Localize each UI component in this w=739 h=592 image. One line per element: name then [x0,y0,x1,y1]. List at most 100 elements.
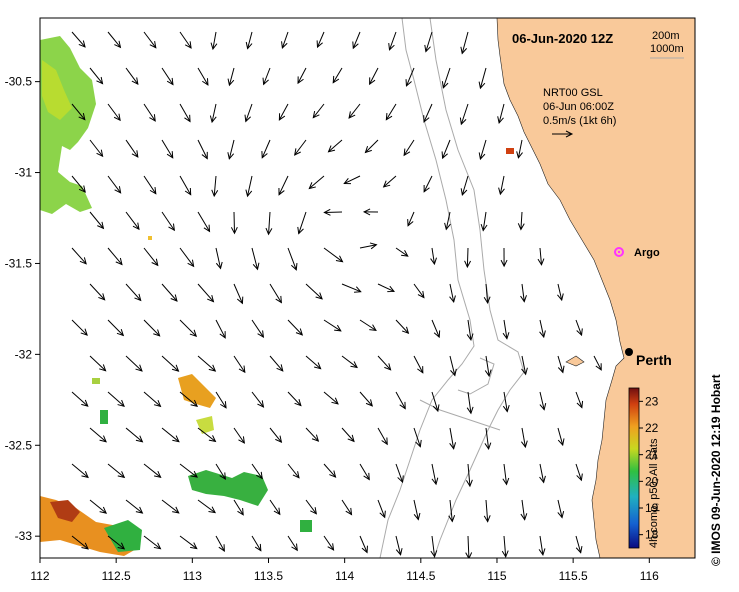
arrow-legend-scale: 0.5m/s (1kt 6h) [543,115,616,127]
x-tick-label: 113 [183,569,202,583]
current-arrow [431,319,441,339]
current-arrow [359,319,377,331]
current-arrow [197,139,208,160]
current-arrow [125,427,144,443]
current-arrow [405,67,415,87]
current-arrow [143,391,162,408]
current-arrow [403,139,415,157]
colorbar-ticks: 23 22 21 20 19 18 [639,394,659,542]
current-arrow [343,175,361,185]
current-arrow [449,355,457,377]
current-arrow [517,211,525,231]
current-arrow [125,355,143,372]
current-arrow [323,535,335,551]
current-arrow [161,427,180,443]
current-arrow [278,175,289,196]
current-arrow [593,355,602,371]
current-arrow [251,319,265,338]
x-axis: 112 112.5 113 113.5 114 114.5 115 115.5 116 [30,558,659,583]
current-arrow [484,427,492,451]
current-arrow [364,139,379,154]
current-arrow [323,319,342,332]
current-arrow [71,535,89,550]
plot-area [40,18,695,558]
argo-label: Argo [634,247,660,259]
current-arrow [464,247,472,269]
current-arrow [575,463,583,482]
current-arrow [341,355,358,369]
current-arrow [430,247,437,266]
current-arrow [395,247,409,257]
current-arrow [430,535,438,558]
current-arrow [251,535,262,552]
perth-label: Perth [636,352,672,368]
current-arrow [233,427,245,444]
current-arrow [125,283,142,302]
x-tick-label: 112.5 [102,569,131,583]
x-tick-label: 115 [487,569,506,583]
sst-patch-northwest-inner [42,60,72,120]
current-arrow [520,427,528,449]
current-arrow [269,355,284,372]
current-arrow [521,355,528,376]
x-tick-label: 114 [335,569,354,583]
y-tick-label: -32.5 [5,438,33,452]
current-arrow [501,535,509,558]
current-arrow [316,31,325,49]
current-arrow [388,31,397,51]
sst-patches [40,36,514,556]
current-arrow [575,319,583,337]
current-arrow [179,535,198,550]
colorbar-tick-label: 18 [645,528,659,542]
current-arrow [377,427,388,446]
x-tick-label: 115.5 [559,569,588,583]
current-arrow [209,103,217,124]
colorbar-gradient [628,387,640,549]
current-arrow [465,463,473,488]
current-arrow [197,283,215,303]
current-arrow [179,391,198,407]
current-arrow [215,535,225,552]
current-arrow [215,319,226,339]
current-arrow [305,283,323,300]
argo-marker-icon [614,247,624,257]
current-arrow [297,67,307,85]
land-australia [496,18,695,558]
current-arrow [297,211,307,235]
current-arrow [460,175,469,196]
colorbar-tick-label: 21 [645,448,659,462]
current-arrow [395,391,406,410]
current-arrow [377,499,386,519]
current-arrow [480,211,488,232]
current-arrow [557,355,565,374]
current-arrow [385,103,397,121]
current-arrow [227,139,235,160]
current-arrow [575,535,583,554]
current-arrow [466,319,474,342]
current-arrow [143,175,157,195]
current-arrow [245,175,253,198]
y-tick-label: -33 [15,529,33,543]
current-arrow [352,31,361,50]
current-arrow [197,67,209,86]
current-arrow [107,247,123,266]
current-arrow [308,175,325,190]
map-title: 06-Jun-2020 12Z [512,31,613,46]
current-arrow [305,427,320,442]
current-arrow [431,463,439,486]
sst-patch-small-2 [100,410,108,424]
current-arrow [281,31,289,49]
current-arrow [125,67,139,85]
current-arrow [287,535,298,552]
current-arrow [382,175,397,188]
current-arrow [233,355,246,374]
current-arrow [125,211,140,231]
current-arrow [230,211,238,235]
current-arrow [215,463,226,481]
current-arrow [348,103,361,119]
arrow-legend-arrow [552,130,574,138]
current-arrow [323,247,344,263]
current-arrow [483,283,491,305]
island-rottnest [565,355,585,367]
current-arrow [71,391,89,407]
